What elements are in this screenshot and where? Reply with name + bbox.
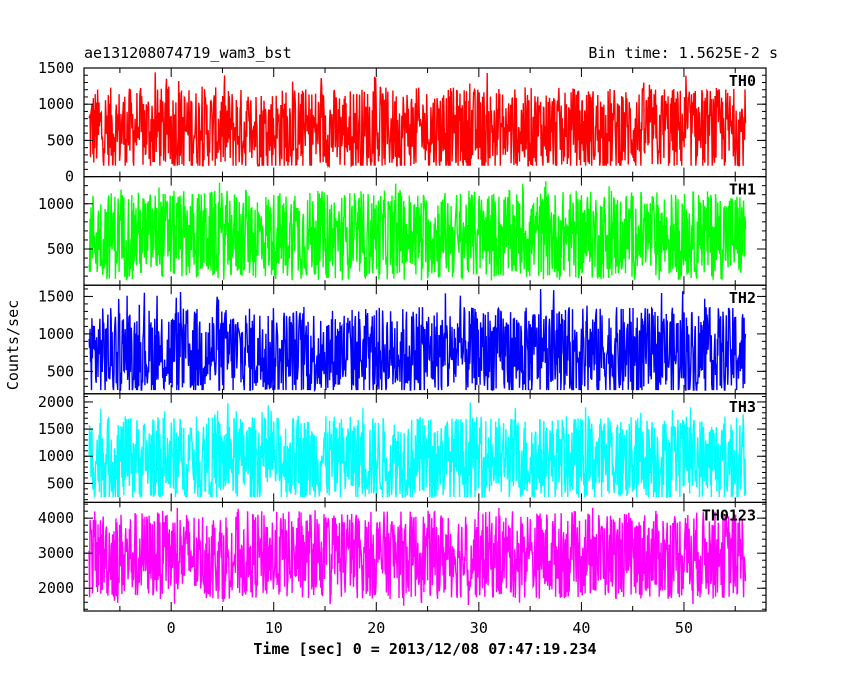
x-tick-label: 50 bbox=[675, 619, 693, 637]
x-tick-label: 40 bbox=[572, 619, 590, 637]
panel-label: TH3 bbox=[729, 398, 756, 416]
series-line-th0123 bbox=[88, 507, 747, 606]
series-line-th2 bbox=[88, 288, 747, 393]
series-line-th0 bbox=[88, 72, 747, 169]
y-tick-label: 500 bbox=[47, 240, 74, 258]
x-tick-label: 10 bbox=[265, 619, 283, 637]
y-tick-label: 2000 bbox=[38, 579, 74, 597]
x-tick-label: 30 bbox=[470, 619, 488, 637]
panel-th0: 0 500 1000 1500 TH0 bbox=[38, 59, 767, 186]
panel-th1: 500 1000 TH1 bbox=[38, 176, 767, 286]
panel-label: TH0123 bbox=[702, 506, 756, 524]
y-tick-label: 0 bbox=[65, 168, 74, 186]
y-tick-label: 1000 bbox=[38, 447, 74, 465]
chart-title: ae131208074719_wam3_bst bbox=[84, 44, 292, 62]
panel-label: TH1 bbox=[729, 181, 756, 199]
y-tick-label: 500 bbox=[47, 474, 74, 492]
y-tick-label: 3000 bbox=[38, 544, 74, 562]
bin-time-label: Bin time: 1.5625E-2 s bbox=[588, 44, 778, 62]
panel-label: TH0 bbox=[729, 72, 756, 90]
y-tick-label: 1500 bbox=[38, 59, 74, 77]
panel-th2: 500 1000 1500 TH2 bbox=[38, 284, 767, 395]
panel-th3: 500 1000 1500 2000 TH3 bbox=[38, 393, 767, 503]
y-tick-label: 1000 bbox=[38, 325, 74, 343]
y-tick-label: 1000 bbox=[38, 95, 74, 113]
panel-th0123: 2000 3000 4000 TH0123 bbox=[38, 501, 767, 612]
y-tick-label: 2000 bbox=[38, 393, 74, 411]
panel-frame bbox=[83, 501, 767, 612]
series-line-th3 bbox=[88, 402, 747, 498]
x-axis-label: Time [sec] 0 = 2013/12/08 07:47:19.234 bbox=[253, 640, 596, 658]
y-tick-label: 1500 bbox=[38, 420, 74, 438]
x-tick-label: 20 bbox=[367, 619, 385, 637]
y-tick-label: 1000 bbox=[38, 195, 74, 213]
x-tick-label: 0 bbox=[167, 619, 176, 637]
y-tick-label: 1500 bbox=[38, 287, 74, 305]
y-tick-label: 500 bbox=[47, 362, 74, 380]
panel-label: TH2 bbox=[729, 289, 756, 307]
y-tick-label: 4000 bbox=[38, 509, 74, 527]
y-tick-label: 500 bbox=[47, 131, 74, 149]
series-line-th1 bbox=[88, 181, 747, 281]
y-axis-label: Counts/sec bbox=[4, 300, 22, 390]
